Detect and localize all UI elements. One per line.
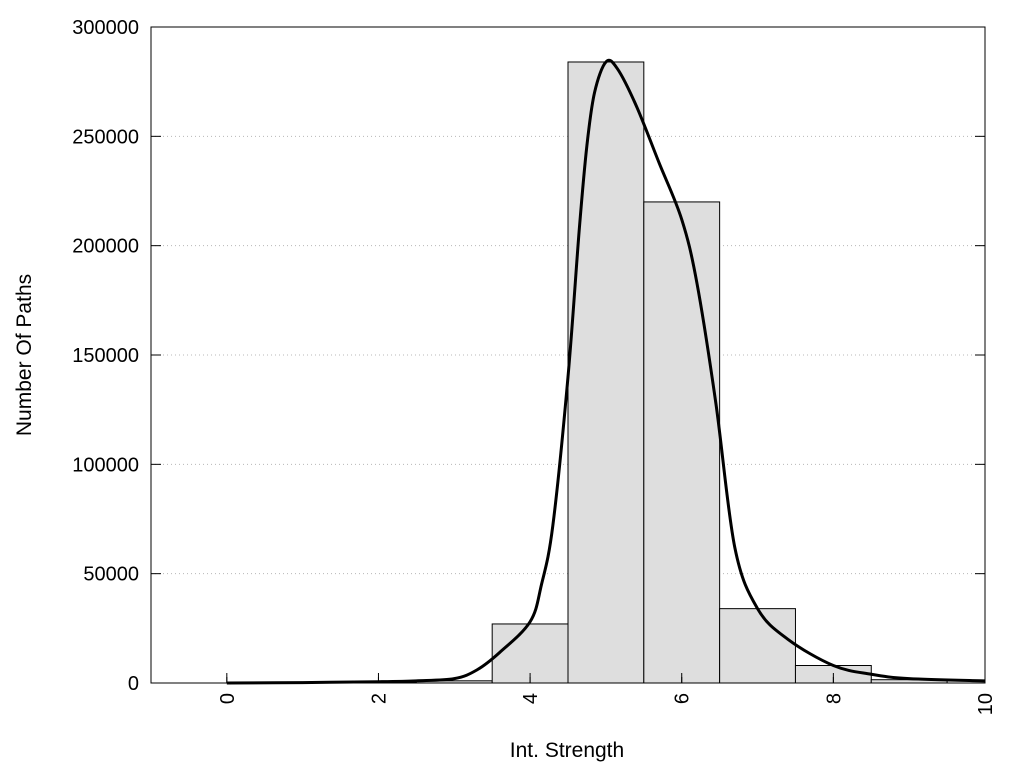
x-tick-label: 6	[672, 693, 694, 704]
histogram-bar	[719, 608, 796, 684]
fit-curve	[226, 58, 986, 685]
bars	[340, 61, 948, 684]
x-axis-label: Int. Strength	[510, 739, 624, 762]
fit-curve-line	[226, 58, 986, 685]
x-tick-label: 2	[368, 693, 390, 704]
x-tick-label: 8	[823, 693, 845, 704]
y-tick-label: 0	[128, 673, 139, 695]
y-tick-label: 200000	[72, 236, 139, 258]
y-tick-label: 50000	[83, 564, 139, 586]
y-tick-label: 300000	[72, 17, 139, 39]
tick-labels: 0 50000 100000 150000 200000 250000 300000 0 2 4 6…	[72, 17, 997, 715]
y-tick-label: 250000	[72, 126, 139, 148]
axis-ticks	[151, 26, 986, 684]
histogram-bar	[567, 61, 645, 684]
x-tick-label: 10	[975, 693, 997, 715]
y-tick-label: 150000	[72, 345, 139, 367]
x-tick-label: 4	[520, 693, 542, 704]
histogram-bar	[643, 201, 721, 684]
y-tick-label: 100000	[72, 454, 139, 476]
x-tick-label: 0	[217, 693, 239, 704]
y-axis-label: Number Of Paths	[13, 274, 36, 436]
